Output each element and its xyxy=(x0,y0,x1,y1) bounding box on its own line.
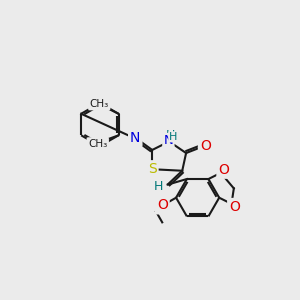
Text: H: H xyxy=(169,132,177,142)
Text: H: H xyxy=(154,180,163,194)
Text: O: O xyxy=(218,163,229,177)
Text: S: S xyxy=(148,162,157,176)
Text: N: N xyxy=(164,134,173,147)
Text: CH₃: CH₃ xyxy=(90,99,109,109)
Text: O: O xyxy=(157,198,168,212)
Text: N: N xyxy=(130,131,140,146)
Text: O: O xyxy=(200,139,211,153)
Text: H: H xyxy=(166,129,175,142)
Text: CH₃: CH₃ xyxy=(88,139,107,149)
Text: O: O xyxy=(229,200,240,214)
